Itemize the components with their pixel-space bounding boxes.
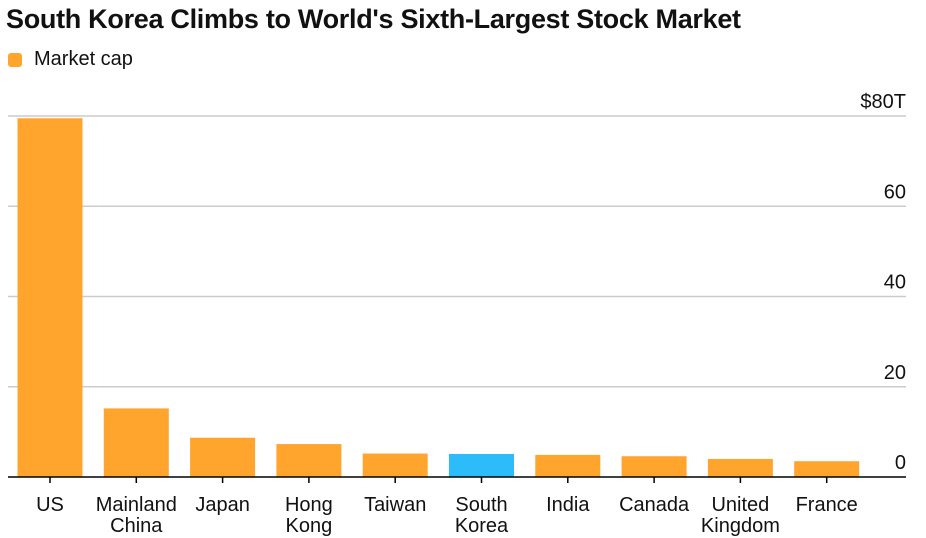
legend-label-market-cap: Market cap bbox=[34, 48, 133, 70]
x-tick-label-japan: Japan bbox=[195, 494, 250, 516]
bar-us bbox=[17, 118, 83, 477]
bar-japan bbox=[190, 437, 256, 477]
bar-mainland-china bbox=[103, 408, 169, 477]
x-tick-label-hong-kong: Hong Kong bbox=[285, 494, 333, 537]
y-tick-label-40: 40 bbox=[884, 272, 906, 294]
x-tick-label-united-kingdom: United Kingdom bbox=[701, 494, 780, 537]
x-tick-label-taiwan: Taiwan bbox=[364, 494, 426, 516]
x-tick-label-canada: Canada bbox=[619, 494, 690, 516]
y-tick-label-20: 20 bbox=[884, 362, 906, 384]
chart-title: South Korea Climbs to World's Sixth-Larg… bbox=[6, 4, 741, 34]
bars bbox=[17, 118, 860, 477]
bar-france bbox=[794, 461, 860, 477]
x-tick-label-mainland-china: Mainland China bbox=[96, 494, 177, 537]
bar-south-korea bbox=[449, 453, 514, 477]
y-tick-label-60: 60 bbox=[884, 181, 906, 203]
bar-taiwan bbox=[362, 453, 428, 477]
gridlines bbox=[8, 115, 906, 388]
x-axis bbox=[8, 476, 906, 483]
bar-united-kingdom bbox=[707, 458, 773, 477]
legend-swatch-market-cap bbox=[8, 52, 22, 67]
x-tick-label-south-korea: South Korea bbox=[455, 494, 509, 537]
bar-hong-kong bbox=[276, 444, 342, 477]
x-tick-label-us: US bbox=[36, 494, 64, 516]
y-tick-label-80: $80T bbox=[860, 91, 906, 113]
x-tick-label-india: India bbox=[546, 494, 590, 516]
x-tick-label-france: France bbox=[796, 494, 858, 516]
y-tick-labels: 0 20 40 60 $80T bbox=[860, 91, 906, 474]
bar-india bbox=[535, 454, 601, 477]
bar-canada bbox=[621, 456, 687, 477]
y-tick-label-0: 0 bbox=[895, 452, 906, 474]
x-tick-labels: US Mainland China Japan Hong Kong Taiwan South K… bbox=[36, 494, 858, 537]
legend: Market cap bbox=[8, 48, 133, 71]
